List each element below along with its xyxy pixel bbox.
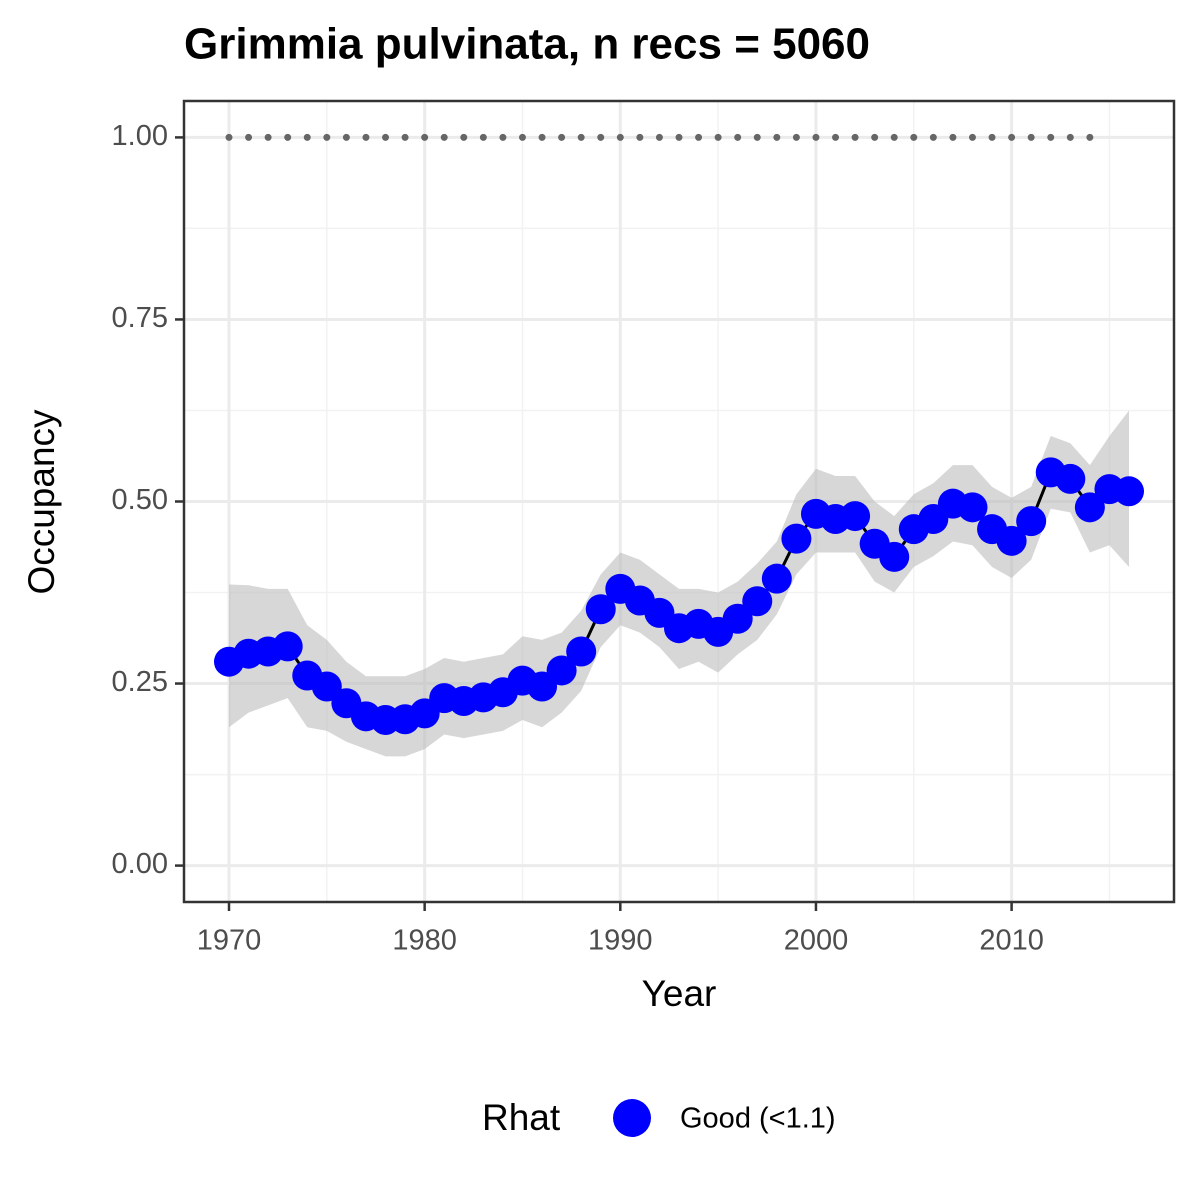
point — [1055, 463, 1086, 494]
point — [311, 671, 342, 702]
point — [957, 492, 988, 523]
x-tick-label: 2010 — [979, 925, 1044, 957]
y-axis-title: Occupancy — [21, 409, 62, 595]
legend-label: Good (<1.1) — [680, 1103, 836, 1135]
y-tick-label: 0.50 — [112, 484, 168, 516]
point — [781, 523, 812, 554]
point — [1074, 492, 1105, 523]
y-tick-label: 1.00 — [112, 120, 168, 152]
y-tick-label: 0.25 — [112, 666, 168, 698]
point — [1114, 476, 1144, 507]
x-axis-title: Year — [642, 973, 717, 1014]
point — [272, 631, 303, 662]
x-tick-label: 2000 — [784, 925, 849, 957]
x-tick-label: 1970 — [197, 925, 262, 957]
point — [585, 594, 616, 625]
point — [546, 655, 577, 686]
point — [996, 525, 1027, 556]
point — [1016, 506, 1047, 537]
point — [722, 603, 753, 634]
chart-title: Grimmia pulvinata, n recs = 5060 — [184, 20, 870, 69]
x-tick-label: 1990 — [588, 925, 653, 957]
y-tick-label: 0.75 — [112, 302, 168, 334]
point — [742, 586, 773, 617]
y-tick-label: 0.00 — [112, 848, 168, 880]
point — [761, 563, 792, 594]
point — [840, 501, 871, 532]
legend-title: Rhat — [482, 1097, 561, 1138]
x-tick-label: 1980 — [392, 925, 457, 957]
confidence-band — [229, 410, 1129, 757]
point — [879, 541, 910, 572]
legend-key — [613, 1099, 651, 1137]
point — [566, 636, 597, 667]
